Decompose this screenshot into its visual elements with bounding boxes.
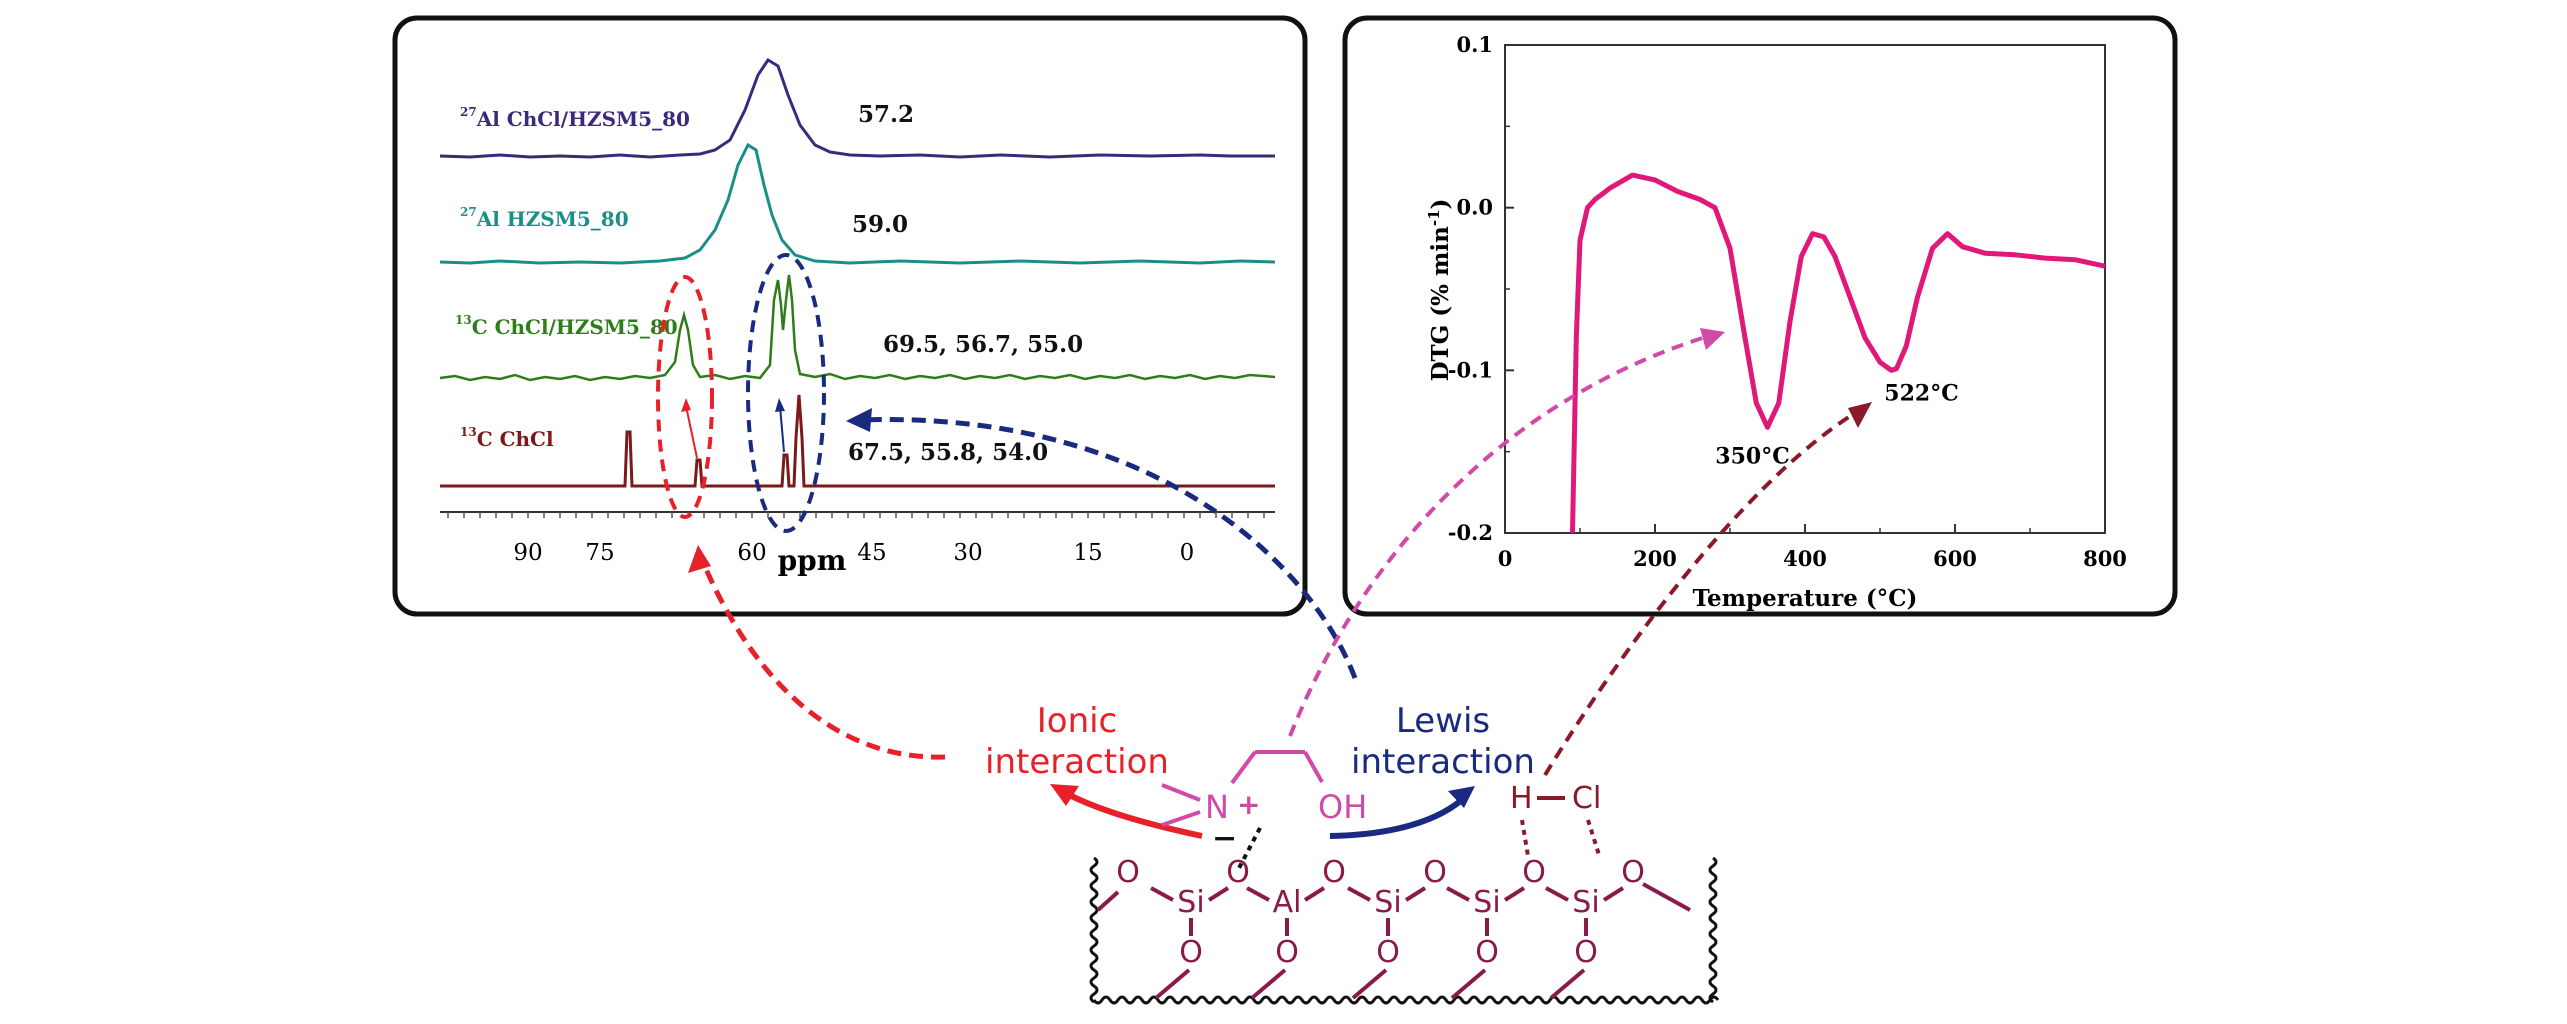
dtg-x-tick-label: 0	[1498, 546, 1513, 571]
nmr-spectra: 27Al ChCl/HZSM5_80 57.2 27Al HZSM5_80 59…	[439, 57, 1276, 488]
spectrum-al-chcl-hzsm5	[439, 57, 1275, 159]
oh-to-dtg-350-arrow	[1288, 333, 1713, 737]
oxygen-atom: O	[1322, 855, 1346, 890]
oxygen-atom: O	[1179, 935, 1203, 970]
silicon-atom: Si	[1177, 885, 1204, 920]
ionic-label-line1: Ionic	[1037, 701, 1118, 741]
spectrum-al-hzsm5	[439, 142, 1276, 265]
spectrum-label-1: 27Al ChCl/HZSM5_80	[460, 105, 690, 131]
ionic-curved-arrow	[1058, 787, 1203, 839]
dtg-x-tick-label: 600	[1933, 546, 1977, 571]
hcl-to-dtg-522-arrow	[1543, 408, 1862, 777]
oxygen-atom: O	[1475, 935, 1499, 970]
dtg-series-line	[1570, 172, 2106, 534]
oxygen-atom: O	[1376, 935, 1400, 970]
ionic-highlight-ellipse	[656, 275, 714, 519]
lewis-to-nmr-arrow	[859, 417, 1358, 679]
oxygen-atom: O	[1275, 935, 1299, 970]
dtg-panel-frame	[1342, 15, 2178, 617]
choline-molecule: N + OH −	[1161, 750, 1367, 856]
dtg-y-tick-label: -0.2	[1448, 520, 1493, 545]
silicon-atom: Si	[1473, 885, 1500, 920]
spectrum-label-3: 13C ChCl/HZSM5_80	[455, 313, 678, 339]
dtg-x-tick-label: 400	[1783, 546, 1827, 571]
zeolite-framework: O Si O O Al O O Si O O Si O O Si O O	[1089, 855, 1720, 1005]
lewis-highlight-ellipse	[746, 253, 826, 533]
interaction-scheme: Ionic interaction Lewis interaction N + …	[985, 701, 1720, 1005]
oxygen-atom: O	[1116, 855, 1140, 890]
spectrum-label-2: 27Al HZSM5_80	[460, 205, 629, 231]
hydroxyl-group: OH	[1318, 788, 1367, 826]
hydrogen-atom: H	[1510, 781, 1533, 816]
dtg-x-tick-label: 200	[1633, 546, 1677, 571]
nmr-tick-label: 0	[1180, 540, 1195, 566]
lewis-label-line1: Lewis	[1396, 701, 1490, 741]
dtg-y-tick-label: 0.0	[1456, 195, 1493, 220]
nmr-tick-label: 30	[953, 540, 982, 566]
spectrum-c-chcl-hzsm5	[439, 274, 1276, 382]
oxygen-atom: O	[1423, 855, 1447, 890]
dtg-peak-annotation: 522°C	[1884, 380, 1958, 406]
dtg-y-tick-label: -0.1	[1448, 357, 1493, 382]
lewis-label-line2: interaction	[1351, 742, 1535, 782]
al-n-dotted-bond	[1236, 827, 1262, 871]
dtg-x-axis-label: Temperature (°C)	[1693, 585, 1918, 612]
negative-charge: −	[1212, 821, 1237, 856]
oxygen-atom: O	[1574, 935, 1598, 970]
silicon-atom: Si	[1374, 885, 1401, 920]
lewis-curved-arrow	[1329, 792, 1470, 839]
spectrum-c-chcl	[440, 394, 1275, 488]
peak-values-3: 69.5, 56.7, 55.0	[883, 331, 1083, 358]
oxygen-atom: O	[1226, 855, 1250, 890]
peak-values-1: 57.2	[858, 101, 914, 128]
dtg-y-tick-label: 0.1	[1456, 32, 1493, 57]
nmr-tick-label: 45	[857, 540, 886, 566]
oxygen-atom: O	[1621, 855, 1645, 890]
aluminum-atom: Al	[1273, 885, 1302, 920]
peak-values-2: 59.0	[852, 211, 908, 238]
h-o-dotted-bond	[1520, 819, 1530, 857]
dtg-x-tick-label: 800	[2083, 546, 2127, 571]
ionic-label-line2: interaction	[985, 742, 1169, 782]
positive-charge: +	[1237, 788, 1260, 821]
nmr-axis-label: ppm	[778, 544, 847, 577]
nmr-panel-frame	[392, 15, 1308, 617]
dtg-chart: 0 200 400 600 800 -0.2 -0.1 0.0 0.1 350°C 522°C T…	[1425, 32, 2127, 612]
nmr-x-axis: 90 75 60 45 30 15 0 ppm	[440, 511, 1275, 577]
shift-arrow-red	[685, 405, 698, 459]
dtg-y-axis-label: DTG (% min-1)	[1425, 199, 1454, 382]
chlorine-atom: Cl	[1572, 781, 1601, 816]
hcl-molecule: H Cl	[1510, 781, 1601, 816]
nmr-tick-label: 15	[1073, 540, 1102, 566]
silicon-atom: Si	[1572, 885, 1599, 920]
nmr-tick-label: 90	[513, 540, 542, 566]
spectrum-label-4: 13C ChCl	[460, 425, 554, 451]
nmr-tick-label: 60	[737, 540, 766, 566]
shift-arrow-blue	[779, 405, 785, 453]
nitrogen-atom: N	[1205, 788, 1229, 826]
oxygen-atom: O	[1522, 855, 1546, 890]
dtg-peak-annotation: 350°C	[1715, 443, 1789, 469]
peak-values-4b: 67.5, 55.8, 54.0	[848, 439, 1048, 466]
nmr-tick-label: 75	[585, 540, 614, 566]
cl-o-dotted-bond	[1586, 819, 1602, 859]
